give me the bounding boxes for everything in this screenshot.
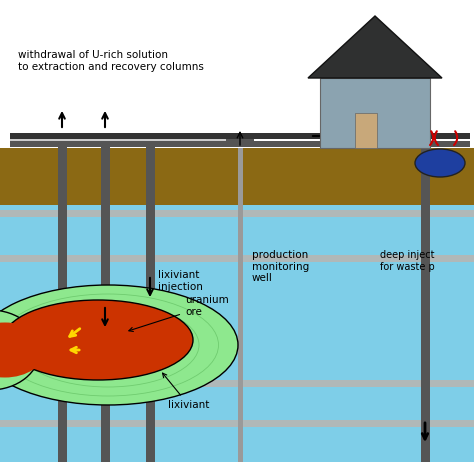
Text: uranium
ore: uranium ore bbox=[129, 295, 229, 331]
Bar bbox=[146, 140, 155, 462]
Bar bbox=[101, 140, 110, 462]
Bar bbox=[226, 139, 254, 144]
Text: production
monitoring
well: production monitoring well bbox=[252, 250, 309, 283]
Text: lixiviant: lixiviant bbox=[163, 373, 210, 410]
Bar bbox=[0, 148, 474, 205]
Bar bbox=[10, 141, 405, 147]
Text: lixiviant
injection: lixiviant injection bbox=[158, 270, 203, 292]
Bar bbox=[0, 205, 474, 462]
Ellipse shape bbox=[0, 310, 40, 390]
Bar bbox=[238, 148, 243, 462]
Bar bbox=[421, 140, 430, 462]
Polygon shape bbox=[308, 16, 442, 78]
Bar bbox=[10, 133, 405, 139]
Bar bbox=[0, 0, 474, 148]
Bar bbox=[0, 462, 474, 474]
Bar bbox=[405, 133, 470, 139]
Ellipse shape bbox=[0, 285, 238, 405]
Bar bbox=[320, 78, 430, 148]
Bar bbox=[355, 113, 377, 148]
Ellipse shape bbox=[3, 300, 193, 380]
Bar bbox=[0, 210, 474, 217]
Bar bbox=[0, 420, 474, 427]
Bar bbox=[0, 255, 474, 262]
Bar bbox=[0, 380, 474, 387]
Text: withdrawal of U-rich solution
to extraction and recovery columns: withdrawal of U-rich solution to extract… bbox=[18, 50, 204, 72]
Bar bbox=[405, 141, 470, 147]
Bar bbox=[430, 158, 448, 170]
Bar bbox=[58, 140, 67, 462]
Ellipse shape bbox=[0, 322, 45, 377]
Ellipse shape bbox=[415, 149, 465, 177]
Text: deep inject
for waste p: deep inject for waste p bbox=[380, 250, 435, 272]
Bar bbox=[10, 139, 230, 141]
